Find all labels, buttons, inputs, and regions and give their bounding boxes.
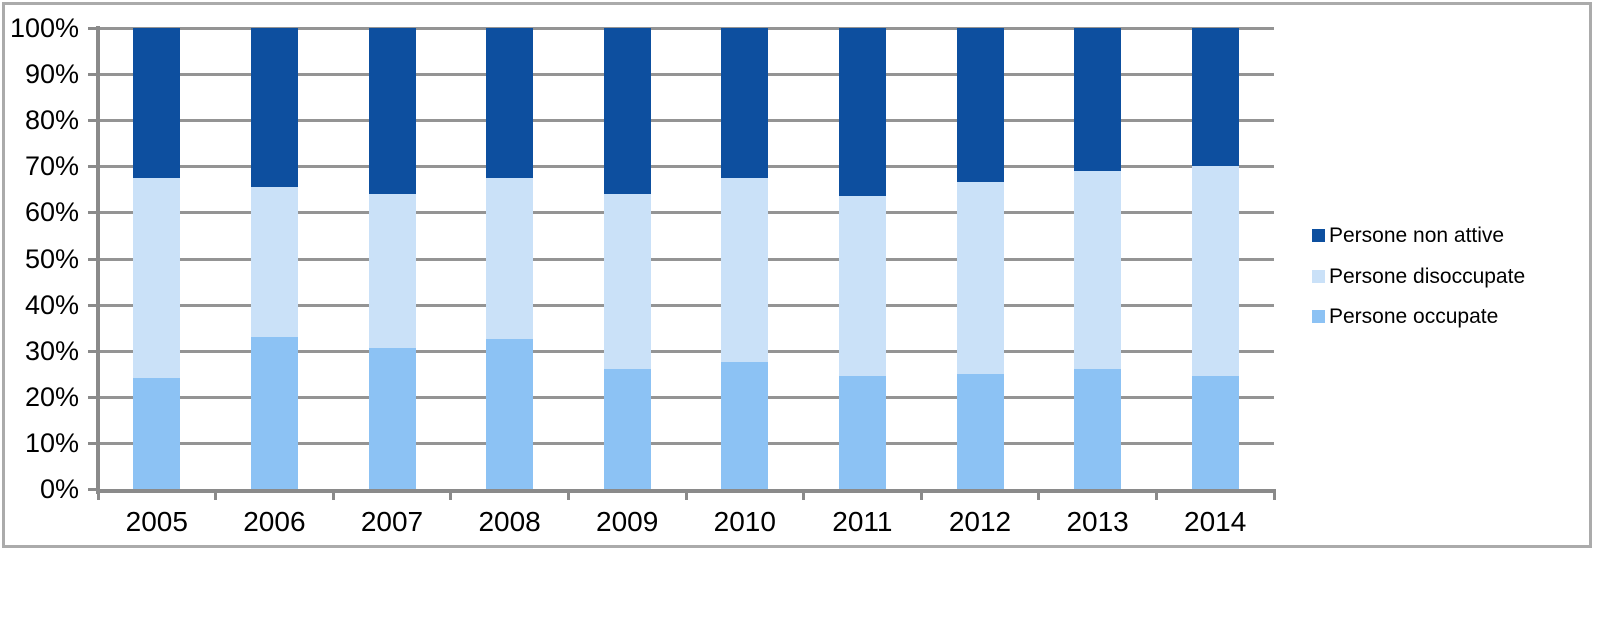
x-axis-tick (1154, 493, 1158, 500)
y-axis-tick (88, 119, 98, 123)
x-axis-label: 2012 (948, 506, 1012, 537)
x-axis-label: 2010 (713, 506, 776, 537)
bar-segment-persone-occupate (486, 339, 534, 489)
y-axis-label: 90% (24, 59, 79, 90)
legend-item: Persone non attive (1312, 222, 1504, 249)
x-axis-label: 2011 (832, 506, 893, 537)
x-axis-tick (96, 493, 100, 500)
bar-segment-persone-non-attive (721, 28, 769, 178)
bar-segment-persone-disoccupate (603, 193, 651, 370)
y-gridline (98, 395, 1274, 399)
y-axis-label: 30% (24, 335, 79, 366)
x-axis-tick (214, 493, 218, 500)
x-axis-label: 2014 (1184, 506, 1247, 537)
legend-swatch (1312, 229, 1325, 242)
y-gridline (98, 211, 1274, 215)
bar-segment-persone-disoccupate (368, 193, 416, 349)
y-gridline (98, 165, 1274, 169)
y-gridline (98, 349, 1274, 353)
y-axis-line (96, 26, 100, 494)
bar-segment-persone-disoccupate (838, 196, 886, 377)
bar-segment-persone-occupate (956, 373, 1004, 489)
x-axis-tick (684, 493, 688, 500)
y-axis-tick (88, 441, 98, 445)
bar-segment-persone-disoccupate (133, 177, 181, 379)
y-axis-label: 0% (39, 474, 79, 504)
legend-label: Persone non attive (1329, 224, 1505, 247)
y-axis-label: 50% (24, 243, 79, 274)
x-axis-tick (1272, 493, 1276, 500)
bar-segment-persone-occupate (133, 378, 181, 489)
bar-segment-persone-non-attive (250, 28, 298, 188)
bar-segment-persone-non-attive (133, 28, 181, 178)
bar-segment-persone-disoccupate (956, 182, 1004, 374)
bar-segment-persone-non-attive (1191, 28, 1239, 167)
y-axis-tick (88, 349, 98, 353)
y-gridline (98, 27, 1274, 30)
bar-segment-persone-non-attive (838, 28, 886, 197)
y-axis-label: 70% (24, 151, 79, 182)
y-gridline (98, 119, 1274, 123)
y-axis-label: 40% (24, 289, 79, 320)
bar-segment-persone-disoccupate (486, 177, 534, 340)
legend-swatch (1312, 269, 1325, 283)
bar-segment-persone-occupate (603, 369, 651, 489)
x-axis-tick (449, 493, 453, 500)
y-axis-tick (88, 395, 98, 399)
bar-segment-persone-occupate (1191, 376, 1239, 489)
x-axis-label: 2008 (478, 506, 541, 537)
x-axis-label: 2013 (1066, 506, 1129, 537)
y-axis-label: 100% (9, 13, 79, 43)
bar-segment-persone-non-attive (486, 28, 534, 178)
y-gridline (98, 73, 1274, 77)
y-axis-tick (88, 73, 98, 77)
bar-segment-persone-disoccupate (250, 187, 298, 337)
bar-segment-persone-non-attive (368, 28, 416, 194)
x-axis-label: 2006 (243, 506, 306, 537)
y-axis-label: 80% (24, 105, 79, 136)
y-axis-label: 10% (24, 427, 79, 458)
bar-segment-persone-disoccupate (1191, 166, 1239, 377)
chart-frame: 0% 10% 20% 30% 40% 50% 60% 70% 80% 90% 100% 2005 200… (2, 2, 1592, 548)
y-gridline (98, 441, 1274, 445)
x-axis-tick (919, 493, 923, 500)
y-axis-tick (88, 27, 98, 30)
bar-segment-persone-non-attive (603, 28, 651, 194)
legend-swatch (1312, 310, 1325, 323)
y-gridline (98, 257, 1274, 261)
bar-segment-persone-occupate (368, 348, 416, 489)
y-axis-label: 60% (24, 197, 79, 228)
y-axis-label: 20% (24, 381, 79, 412)
bar-segment-persone-non-attive (1074, 28, 1122, 171)
y-axis-tick (88, 488, 98, 491)
y-axis-tick (88, 165, 98, 169)
x-axis-tick (566, 493, 570, 500)
bar-segment-persone-occupate (1074, 369, 1122, 489)
legend-item: Persone occupate (1312, 303, 1498, 330)
legend-label: Persone occupate (1329, 305, 1499, 328)
bar-segment-persone-occupate (838, 376, 886, 489)
x-axis-tick (1037, 493, 1041, 500)
legend-item: Persone disoccupate (1312, 263, 1525, 290)
bar-segment-persone-occupate (250, 336, 298, 489)
y-axis-tick (88, 303, 98, 307)
bar-segment-persone-disoccupate (721, 177, 769, 363)
x-axis-tick (331, 493, 335, 500)
bar-segment-persone-disoccupate (1074, 170, 1122, 370)
x-axis-label: 2005 (125, 506, 188, 537)
bar-segment-persone-non-attive (956, 28, 1004, 183)
y-axis-tick (88, 211, 98, 215)
x-axis-tick (802, 493, 806, 500)
legend-label: Persone disoccupate (1329, 264, 1526, 288)
y-axis-tick (88, 257, 98, 261)
x-axis-label: 2009 (596, 506, 659, 537)
x-axis-label: 2007 (360, 506, 424, 537)
y-gridline (98, 303, 1274, 307)
x-axis-line (96, 489, 1276, 493)
bar-segment-persone-occupate (721, 362, 769, 489)
